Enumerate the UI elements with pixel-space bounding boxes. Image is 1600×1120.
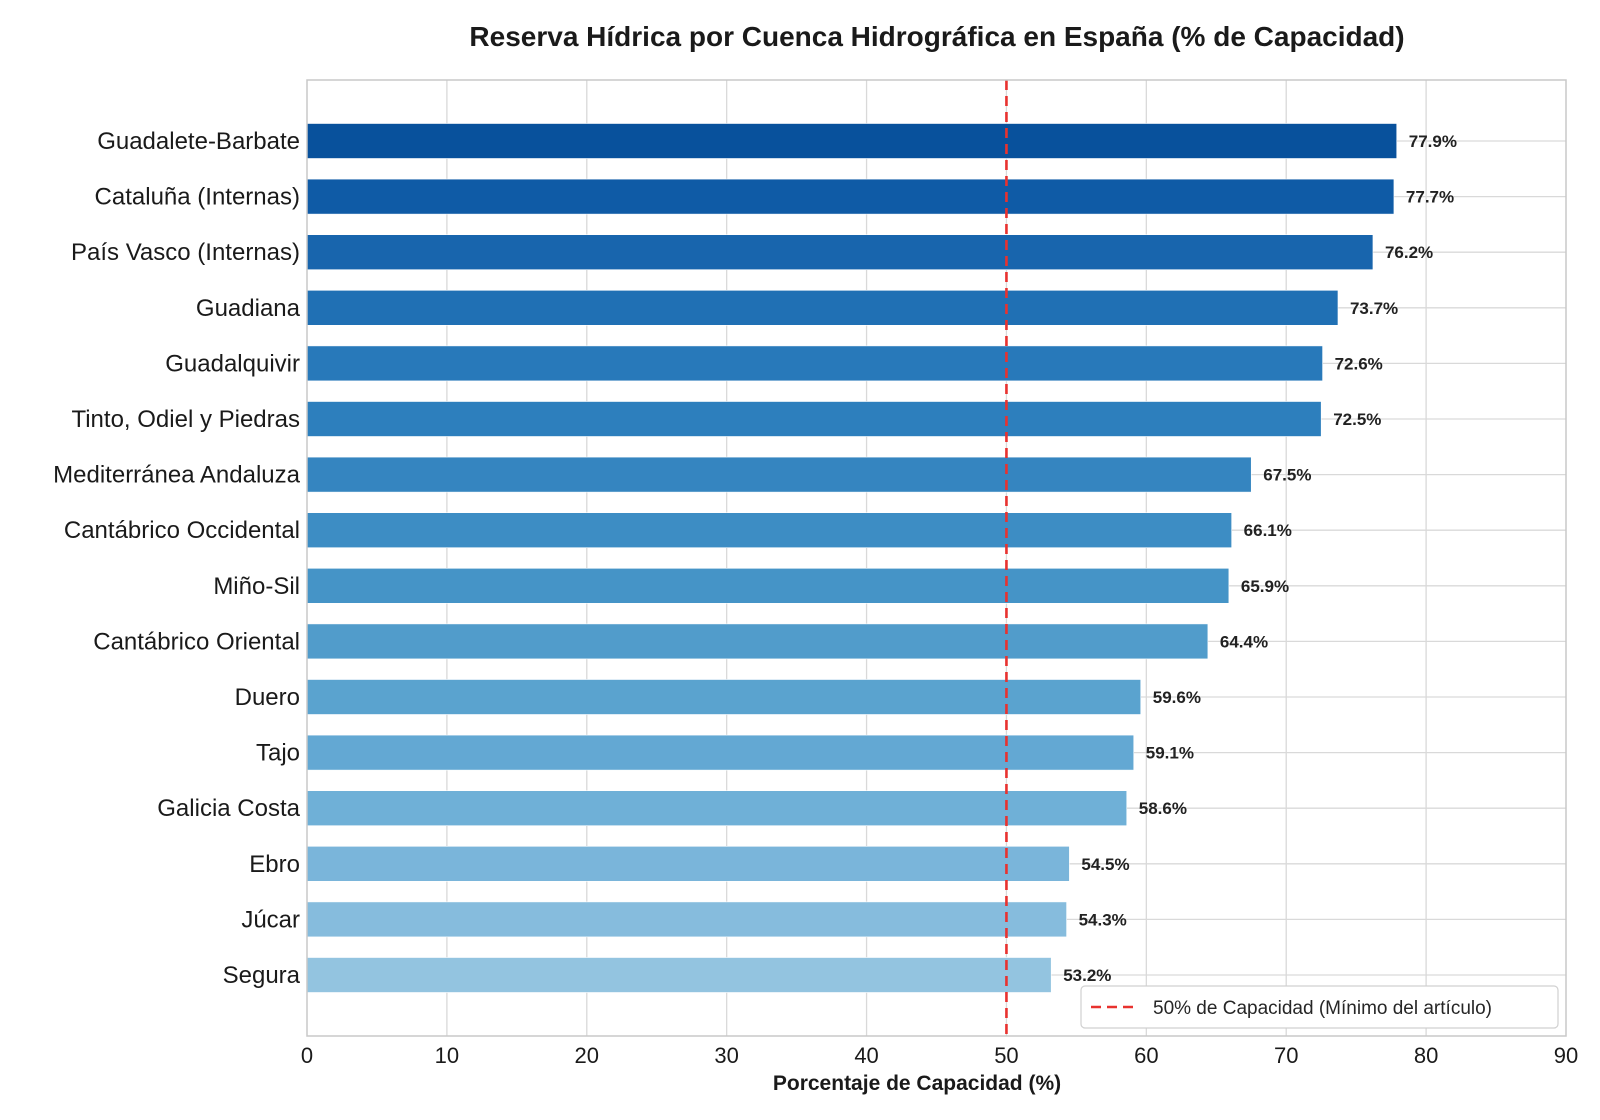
bar-value-label: 72.6%	[1335, 354, 1383, 373]
bar-2	[306, 178, 1395, 215]
x-tick-label: 50	[994, 1043, 1018, 1068]
y-tick-label: Mediterránea Andaluza	[53, 462, 300, 489]
bar-4	[306, 289, 1339, 326]
y-tick-label: Júcar	[241, 906, 300, 933]
y-tick-label: Cataluña (Internas)	[95, 184, 300, 211]
x-tick-label: 80	[1414, 1043, 1438, 1068]
y-tick-label: Galicia Costa	[157, 795, 300, 822]
bar-value-label: 59.6%	[1153, 688, 1201, 707]
bar-value-label: 54.3%	[1079, 910, 1127, 929]
bar-12	[306, 734, 1135, 771]
bar-value-label: 76.2%	[1385, 243, 1433, 262]
bar-10	[306, 623, 1209, 660]
legend-label: 50% de Capacidad (Mínimo del artículo)	[1153, 998, 1492, 1019]
y-tick-label: Tinto, Odiel y Piedras	[71, 406, 300, 433]
y-tick-label: Ebro	[249, 851, 300, 878]
x-axis-label: Porcentaje de Capacidad (%)	[773, 1072, 1061, 1095]
y-tick-label: Tajo	[256, 740, 300, 767]
bar-13	[306, 790, 1128, 827]
bar-3	[306, 234, 1374, 270]
x-tick-label: 40	[854, 1043, 878, 1068]
bar-value-label: 77.7%	[1406, 188, 1454, 207]
x-axis-tick-labels: 0 10 20 30 40 50 60 70 80 90	[301, 1043, 1578, 1068]
x-tick-label: 20	[575, 1043, 599, 1068]
y-tick-label: Duero	[235, 684, 300, 711]
bar-1	[306, 123, 1398, 159]
x-tick-label: 0	[301, 1043, 313, 1068]
y-axis-tick-labels: Guadalete-Barbate Cataluña (Internas) País…	[53, 128, 300, 989]
x-tick-label: 10	[435, 1043, 459, 1068]
y-tick-label: Guadiana	[196, 295, 301, 322]
bar-16	[306, 957, 1052, 993]
bar-7	[306, 456, 1252, 493]
bar-11	[306, 679, 1142, 715]
x-tick-label: 70	[1274, 1043, 1298, 1068]
bar-9	[306, 567, 1230, 604]
x-tick-label: 30	[714, 1043, 738, 1068]
bar-value-label: 73.7%	[1350, 299, 1398, 318]
bar-8	[306, 512, 1232, 549]
grid	[307, 80, 1566, 1036]
y-tick-label: Miño-Sil	[213, 573, 300, 600]
chart-title: Reserva Hídrica por Cuenca Hidrográfica …	[469, 21, 1404, 52]
plot-frame	[306, 79, 1567, 1037]
y-tick-label: Cantábrico Oriental	[93, 628, 300, 655]
bar-value-label: 58.6%	[1139, 799, 1187, 818]
bar-value-label: 64.4%	[1220, 632, 1268, 651]
legend-box	[1080, 985, 1559, 1029]
y-tick-label: País Vasco (Internas)	[71, 239, 300, 266]
x-tick-label: 90	[1554, 1043, 1578, 1068]
bars: 77.9% 77.7% 76.2% 73.7% 72.6% 72.5% 67.5% 66.1%…	[306, 123, 1457, 993]
bar-14	[306, 845, 1070, 882]
y-tick-label: Guadalquivir	[165, 350, 300, 377]
y-tick-label: Segura	[223, 962, 301, 989]
bar-value-label: 65.9%	[1241, 577, 1289, 596]
y-tick-label: Guadalete-Barbate	[97, 128, 300, 155]
bar-15	[306, 901, 1067, 938]
bar-value-label: 66.1%	[1244, 521, 1292, 540]
bar-value-label: 59.1%	[1146, 744, 1194, 763]
y-tick-label: Cantábrico Occidental	[64, 517, 300, 544]
bar-value-label: 54.5%	[1081, 855, 1129, 874]
bar-value-label: 77.9%	[1409, 132, 1457, 151]
bar-value-label: 53.2%	[1063, 966, 1111, 985]
legend: 50% de Capacidad (Mínimo del artículo)	[1080, 985, 1559, 1029]
bar-5	[306, 345, 1323, 382]
x-tick-label: 60	[1134, 1043, 1158, 1068]
bar-6	[306, 401, 1322, 437]
bar-value-label: 72.5%	[1333, 410, 1381, 429]
bar-value-label: 67.5%	[1263, 466, 1311, 485]
